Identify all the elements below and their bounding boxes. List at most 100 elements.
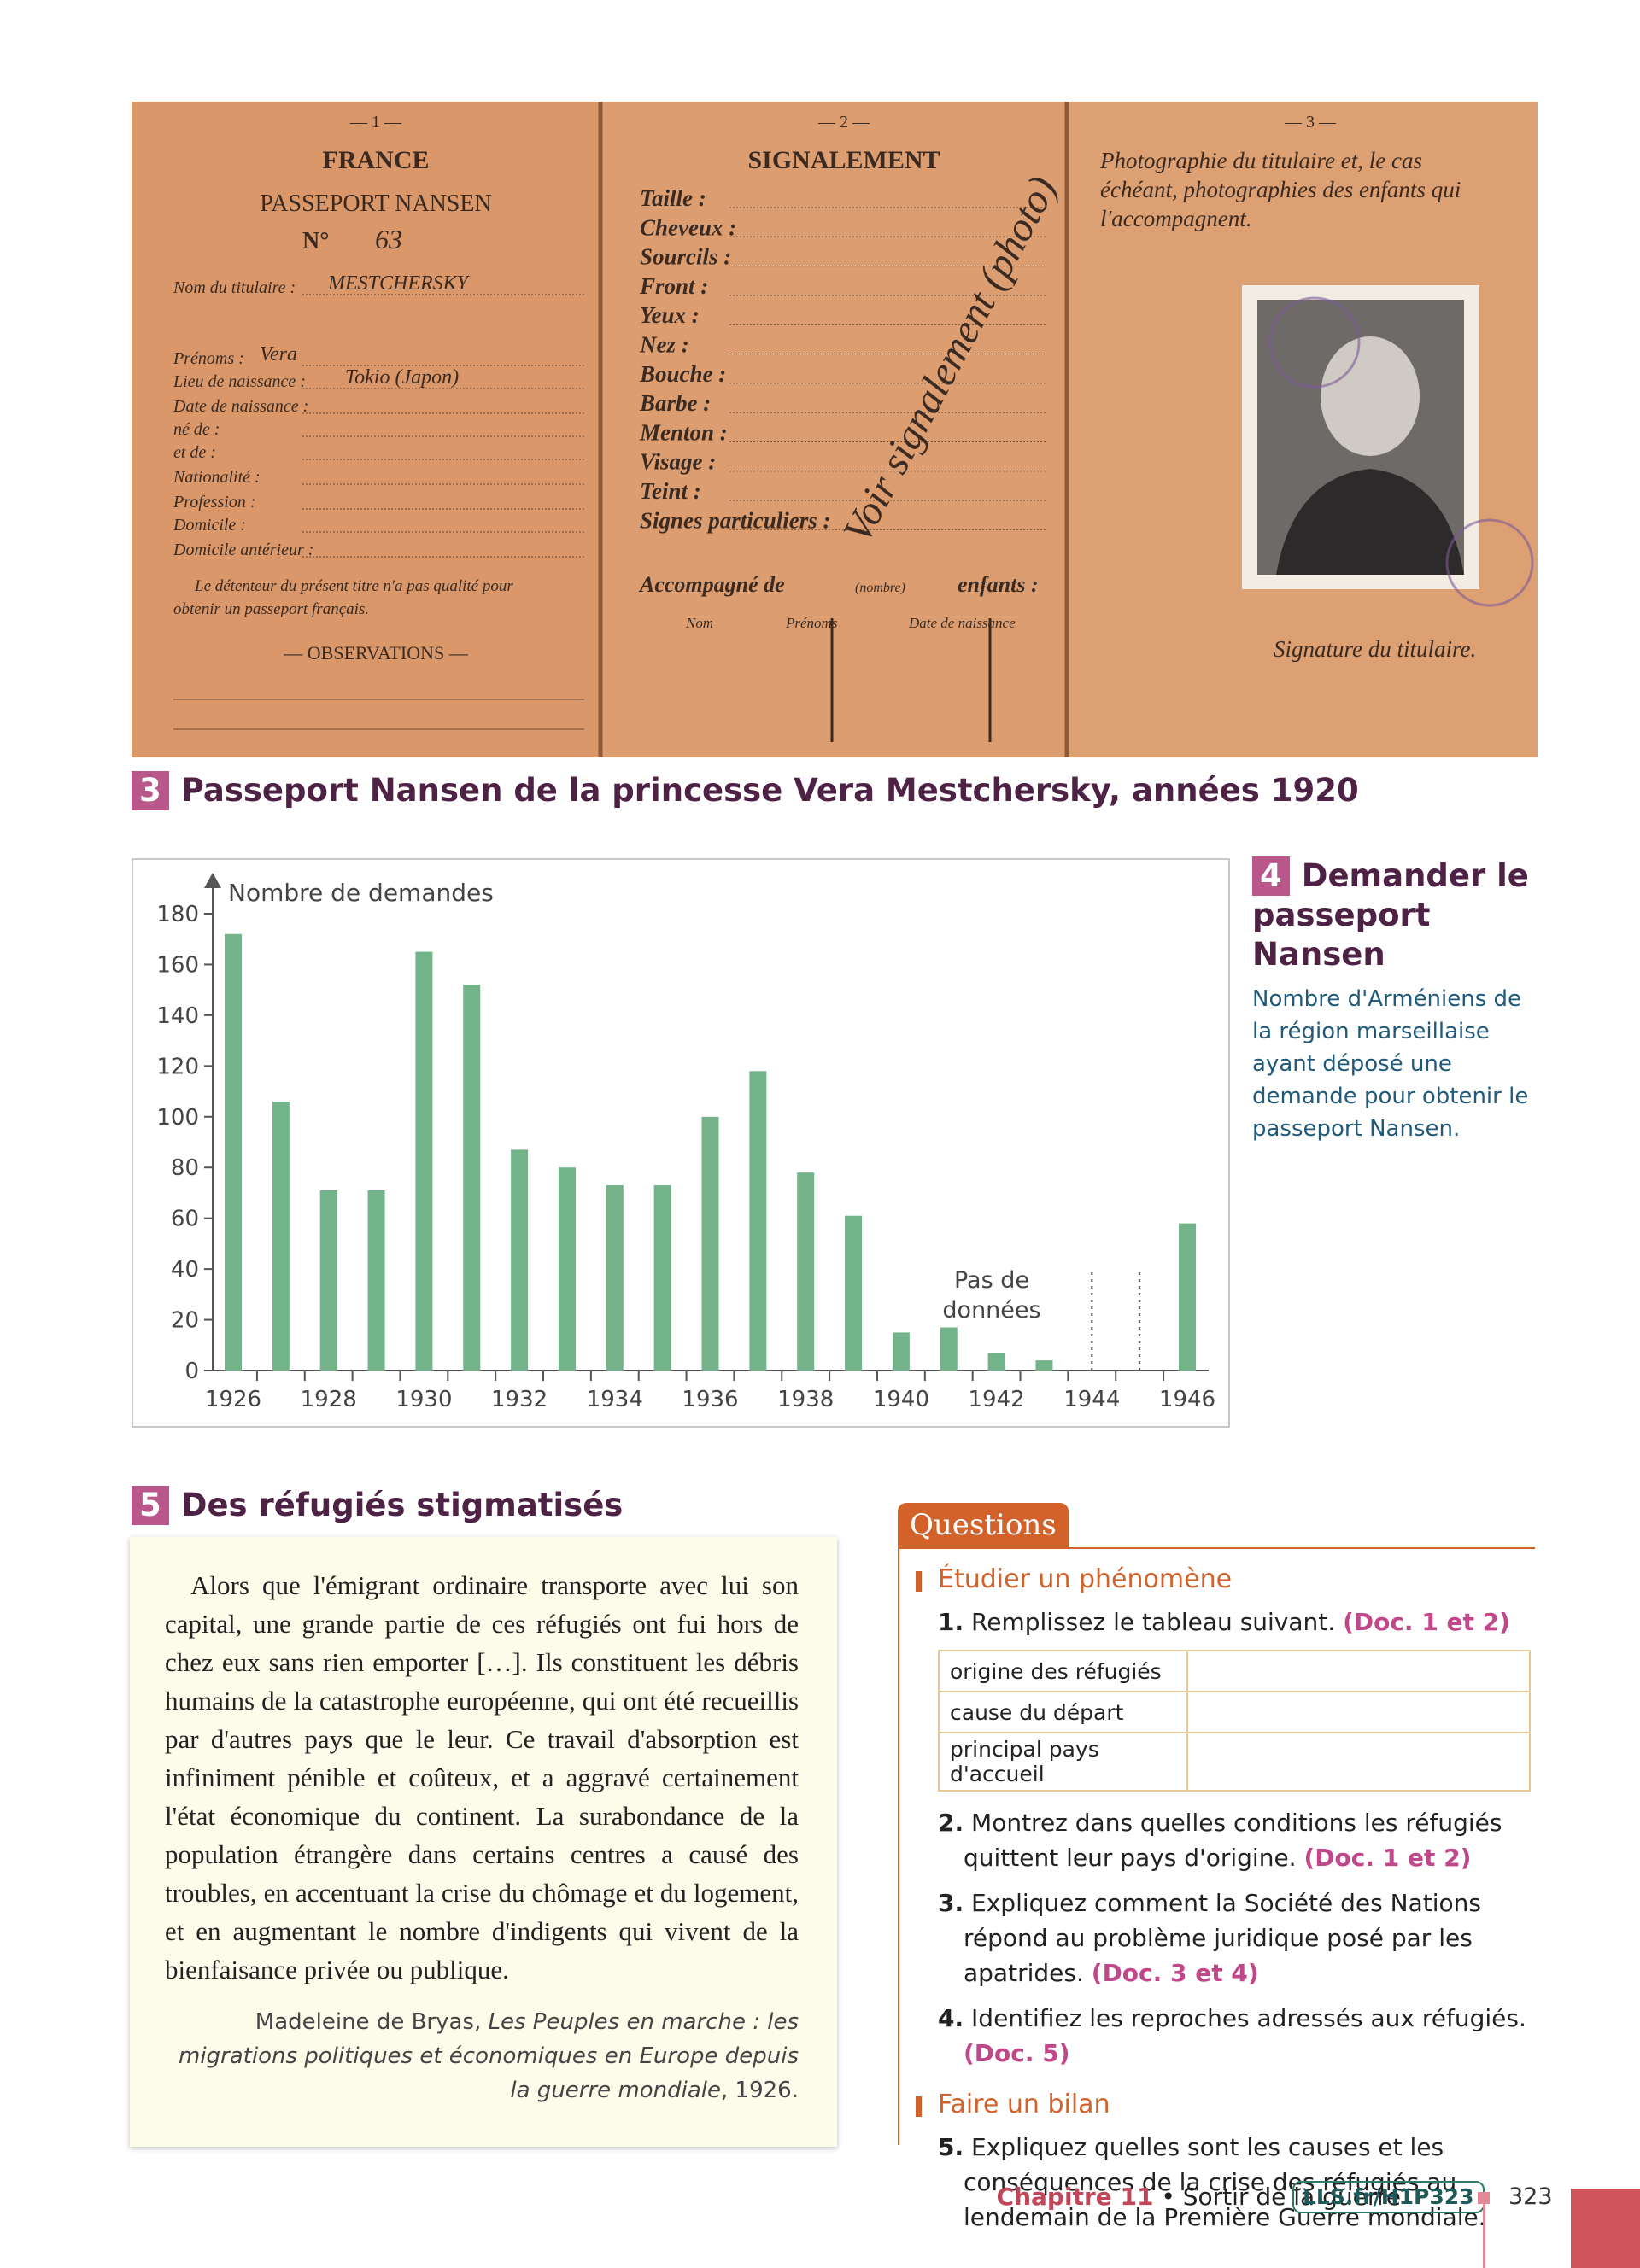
passport-text: Prénoms : bbox=[173, 349, 244, 368]
doc4: 4 Demander le passeport Nansen Nombre d'A… bbox=[1252, 856, 1543, 1145]
x-tick-label: 1934 bbox=[587, 1387, 643, 1412]
footer-rule bbox=[1483, 2204, 1485, 2268]
question-ref: (Doc. 1 et 2) bbox=[1343, 1608, 1510, 1636]
bar bbox=[749, 1071, 767, 1371]
passport-text: et de : bbox=[173, 443, 216, 462]
passport-text: Tokio (Japon) bbox=[345, 366, 459, 389]
passport-text: Cheveux : bbox=[640, 214, 736, 240]
stamp bbox=[1268, 296, 1361, 389]
question-ref: (Doc. 1 et 2) bbox=[1303, 1844, 1472, 1872]
doc3-caption: 3 Passeport Nansen de la princesse Vera M… bbox=[132, 771, 1359, 810]
passport-text: Date de naissance bbox=[908, 615, 1016, 631]
x-tick-label: 1928 bbox=[301, 1387, 357, 1412]
bar bbox=[367, 1190, 385, 1371]
passport-text: Nationalité : bbox=[173, 468, 261, 487]
y-tick-label: 80 bbox=[171, 1155, 199, 1181]
passport-text: né de : bbox=[173, 420, 220, 439]
questions-title: Questions bbox=[898, 1503, 1069, 1547]
passport-text: Signature du titulaire. bbox=[1274, 636, 1476, 662]
passport-text: Menton : bbox=[639, 419, 728, 445]
chart: Nombre de demandes 0 20 40 60 80 100 120 140 160… bbox=[132, 858, 1230, 1428]
bar bbox=[319, 1190, 337, 1371]
x-tick-label: 1938 bbox=[777, 1387, 834, 1412]
bar bbox=[511, 1149, 529, 1371]
question-text: Identifiez les reproches adressés aux ré… bbox=[971, 2004, 1526, 2032]
doc-title: Passeport Nansen de la princesse Vera Me… bbox=[180, 772, 1359, 809]
answer-table: origine des réfugiés cause du départ princ… bbox=[938, 1650, 1531, 1792]
chart-frame bbox=[132, 858, 1230, 1428]
passport-text: Date de naissance : bbox=[173, 397, 308, 416]
x-tick-label: 1936 bbox=[682, 1387, 738, 1412]
passport-text: Prénoms bbox=[785, 615, 838, 631]
passport-text: FRANCE bbox=[323, 146, 430, 174]
passport-text: Nom bbox=[685, 615, 713, 631]
bar bbox=[940, 1327, 958, 1371]
y-tick-label: 100 bbox=[156, 1105, 199, 1131]
passport-text: — 1 — bbox=[349, 113, 402, 132]
passport: — 1 — FRANCE PASSEPORT NANSEN N° 63 Nom du ti… bbox=[132, 102, 1538, 757]
stamp bbox=[1445, 518, 1534, 607]
question-section: Étudier un phénomène bbox=[916, 1564, 1535, 1594]
bar bbox=[987, 1353, 1005, 1371]
doc-number: 5 bbox=[132, 1486, 169, 1525]
question-section: Faire un bilan bbox=[916, 2090, 1535, 2119]
bar bbox=[606, 1185, 624, 1371]
table-cell bbox=[1186, 1650, 1531, 1692]
axis-title: Nombre de demandes bbox=[228, 879, 494, 907]
x-tick-label: 1926 bbox=[205, 1387, 261, 1412]
table-row: cause du départ bbox=[938, 1691, 1531, 1733]
footer-chapter: Chapitre 11 • Sortir de la guerre bbox=[922, 2179, 1401, 2215]
passport-text: Signes particuliers : bbox=[640, 507, 831, 533]
photo-face bbox=[1321, 336, 1420, 456]
y-tick-label: 40 bbox=[171, 1257, 199, 1283]
chapter-number: Chapitre 11 bbox=[996, 2183, 1154, 2211]
passport-text: Domicile : bbox=[173, 516, 246, 535]
doc-title: Des réfugiés stigmatisés bbox=[180, 1487, 624, 1523]
doc-number: 4 bbox=[1252, 856, 1290, 896]
passport-text: — 2 — bbox=[817, 113, 870, 132]
x-tick-label: 1932 bbox=[491, 1387, 548, 1412]
passport-text: Accompagné de bbox=[638, 572, 785, 597]
question-text: Expliquez comment la Société des Nations… bbox=[964, 1889, 1481, 1987]
passport-text: PASSEPORT NANSEN bbox=[260, 190, 491, 217]
passport-text: Le détenteur du présent titre n'a pas qu… bbox=[194, 577, 513, 595]
bar bbox=[653, 1185, 671, 1371]
passport-text: Lieu de naissance : bbox=[173, 372, 306, 391]
page-number: 323 bbox=[1508, 2183, 1553, 2210]
passport-text: Teint : bbox=[640, 478, 701, 504]
question-number: 2. bbox=[938, 1809, 964, 1837]
passport-text: Sourcils : bbox=[640, 244, 731, 270]
passport-text: l'accompagnent. bbox=[1100, 206, 1251, 231]
bar bbox=[1179, 1223, 1196, 1371]
questions-header: Questions bbox=[898, 1503, 1535, 1549]
question: 4. Identifiez les reproches adressés aux… bbox=[938, 2001, 1535, 2071]
x-tick-label: 1946 bbox=[1159, 1387, 1215, 1412]
passport-text: Vera bbox=[260, 343, 297, 365]
doc4-heading: 4 Demander le passeport Nansen bbox=[1252, 856, 1543, 974]
chapter-title: • Sortir de la guerre bbox=[1153, 2183, 1401, 2211]
passport-text: Nez : bbox=[639, 332, 689, 358]
passport-text: enfants : bbox=[958, 572, 1039, 597]
y-tick-label: 180 bbox=[156, 902, 199, 927]
source-author: Madeleine de Bryas, bbox=[255, 2009, 489, 2035]
y-tick-label: 120 bbox=[156, 1054, 199, 1079]
passport-text: N° bbox=[302, 228, 329, 254]
footer-link[interactable]: LLS.fr/H1P323 bbox=[1292, 2181, 1485, 2213]
passport-text: échéant, photographies des enfants qui bbox=[1100, 177, 1461, 202]
y-tick-label: 0 bbox=[184, 1359, 199, 1384]
bar bbox=[272, 1101, 290, 1371]
bar bbox=[701, 1116, 719, 1371]
passport-text: (nombre) bbox=[855, 581, 905, 595]
y-tick-label: 60 bbox=[171, 1207, 199, 1232]
panel bbox=[132, 102, 600, 757]
table-cell bbox=[1186, 1732, 1531, 1792]
passport-text: MESTCHERSKY bbox=[327, 272, 471, 295]
bar bbox=[415, 951, 433, 1371]
doc5-text: Alors que l'émigrant ordinaire transport… bbox=[165, 1570, 799, 1984]
passport-text: SIGNALEMENT bbox=[747, 146, 940, 174]
doc-number: 3 bbox=[132, 771, 169, 810]
y-tick-label: 140 bbox=[156, 1003, 199, 1029]
bar bbox=[558, 1167, 576, 1371]
question-number: 1. bbox=[938, 1608, 964, 1636]
